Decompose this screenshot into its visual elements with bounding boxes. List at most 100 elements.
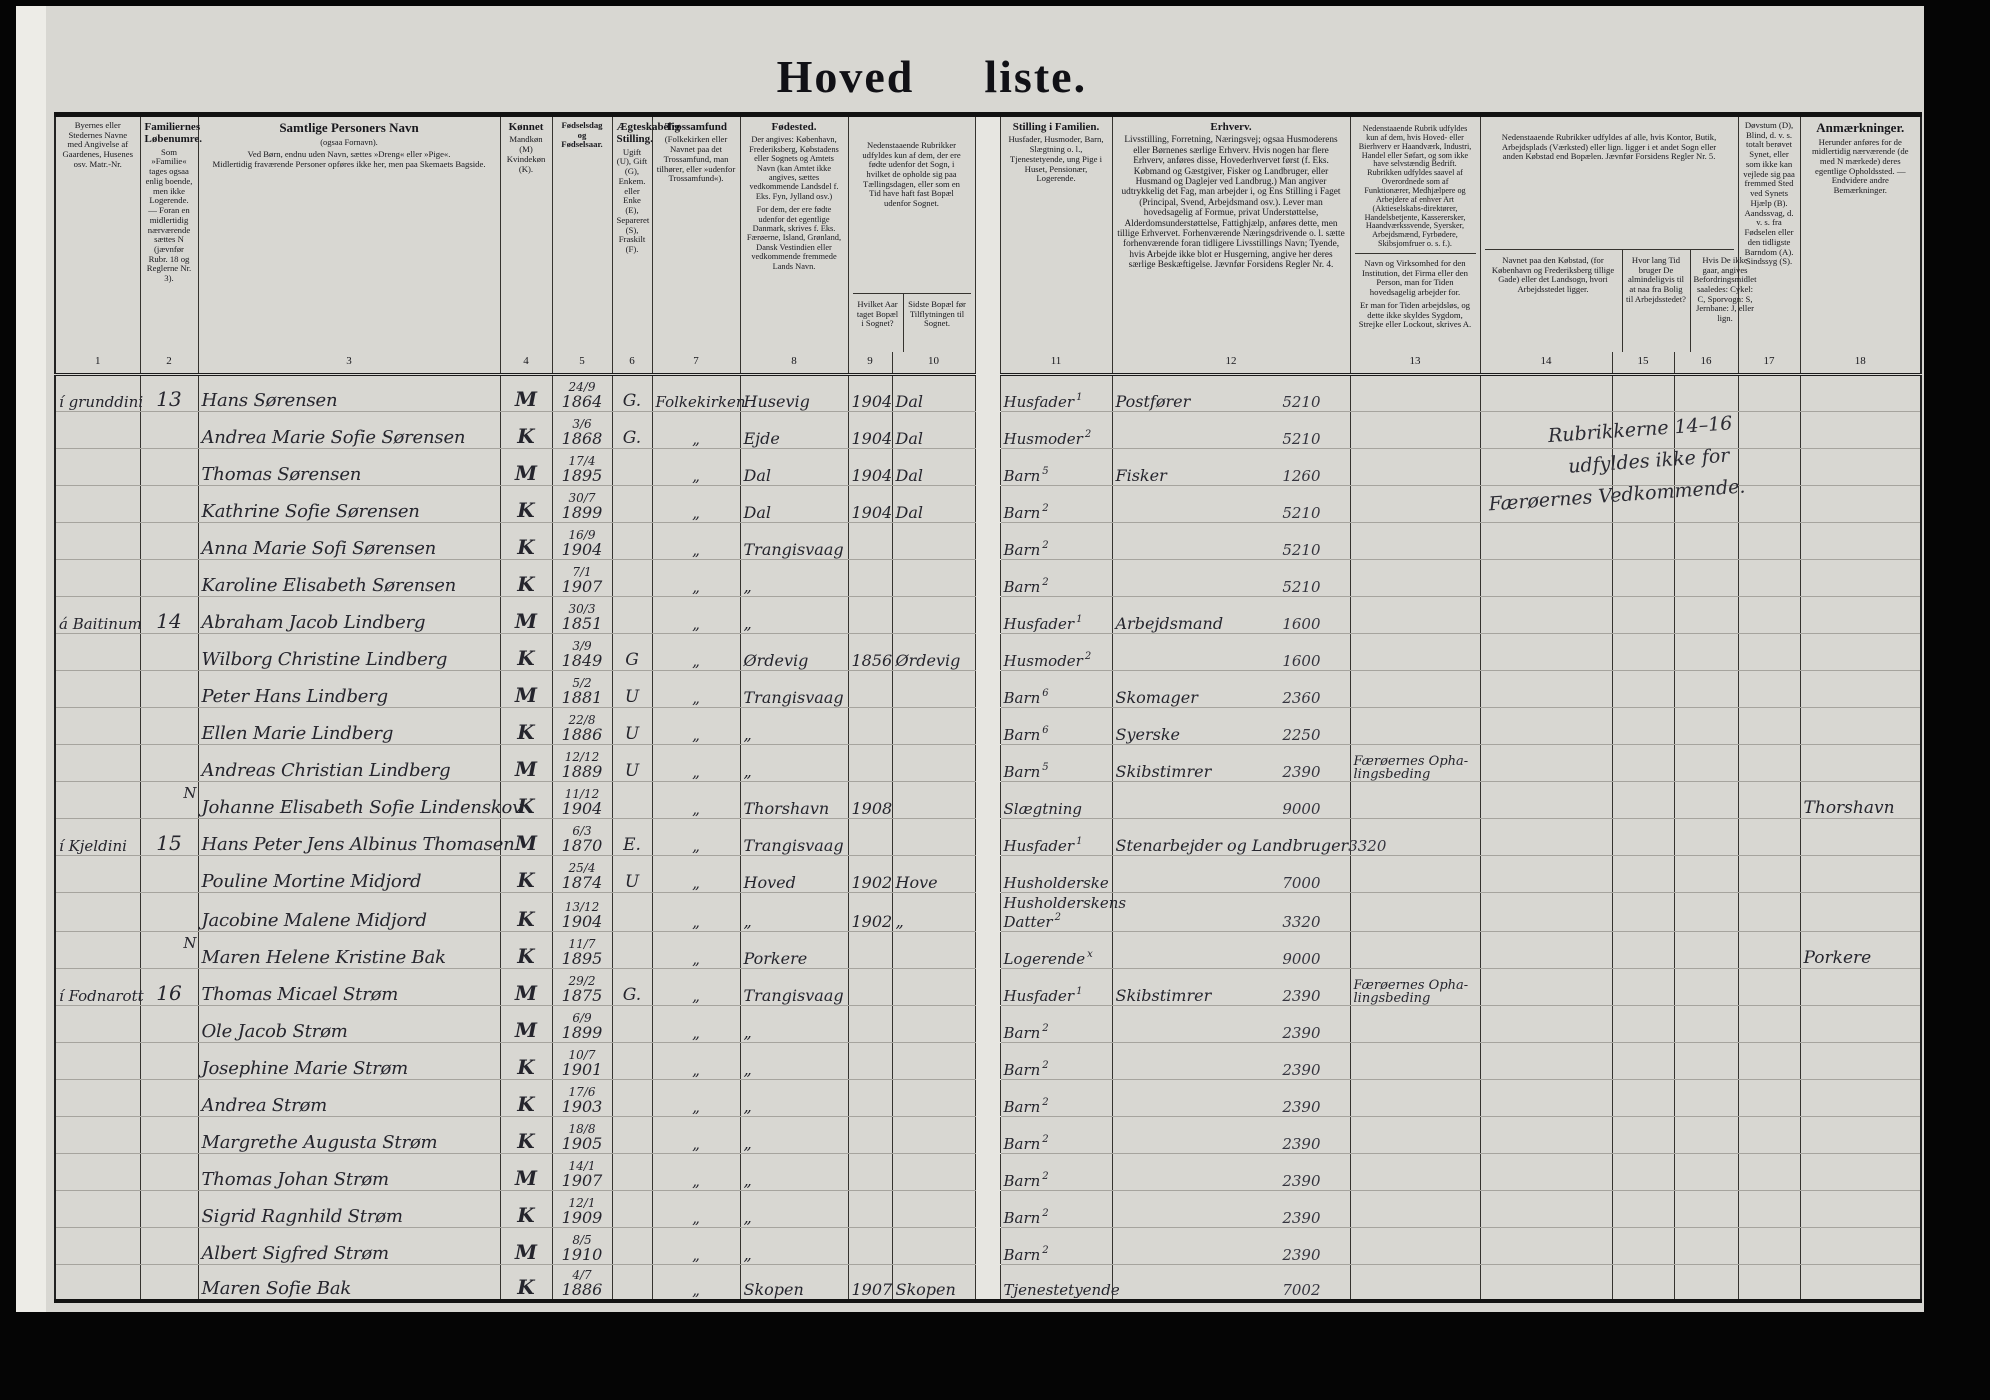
transport-mode-cell (1673, 781, 1739, 819)
birthdate-cell: 11/12 1904 (551, 781, 612, 819)
marital-status: U (624, 723, 640, 744)
sex-value: K (517, 1091, 535, 1116)
header-col-3-names: Samtlige Personers Navn (ogsaa Fornavn). V… (197, 114, 500, 352)
workplace-town-cell (1479, 1227, 1612, 1265)
birthplace-value: Hoved (743, 872, 796, 892)
last-residence-cell (891, 670, 975, 708)
person-name: Kathrine Sofie Sørensen (201, 500, 420, 522)
workplace-town-cell (1479, 968, 1612, 1006)
position-in-family-cell: Husholderske (999, 855, 1112, 893)
remarks-cell (1799, 596, 1922, 634)
header-col-11-position-in-family: Stilling i Familien. Husfader, Husmoder, … (999, 114, 1112, 352)
disabilities-cell (1737, 411, 1801, 449)
marital-status-cell (611, 1116, 652, 1154)
birthplace-cell: „ (739, 744, 848, 782)
religion-cell: „ (651, 1153, 740, 1191)
person-name-cell: Anna Marie Sofi Sørensen (197, 522, 500, 560)
birth-day-month: 12/12 (564, 749, 600, 764)
table-row: í grunddini 13 Hans Sørensen M 24/9 1864 … (55, 374, 1922, 412)
position-in-family-cell: Barn 2 (999, 1227, 1112, 1265)
last-residence-value: Skopen (895, 1280, 956, 1299)
birthdate-cell: 29/2 1875 (551, 968, 612, 1006)
position-in-family-value: Barn (1003, 577, 1041, 596)
marital-status-cell: G. (611, 411, 652, 449)
sex-cell: M (499, 448, 552, 486)
birthdate-cell: 7/1 1907 (551, 559, 612, 597)
transport-mode-cell (1673, 485, 1739, 523)
place-name-cell (55, 1227, 140, 1265)
birthplace-value: Porkere (743, 948, 808, 968)
binding-gap-cell (974, 1042, 1000, 1080)
birth-year: 1849 (561, 650, 603, 670)
remarks-value: Porkere (1803, 947, 1872, 968)
remarks-cell (1799, 855, 1922, 893)
position-code-superscript: 2 (1042, 1134, 1049, 1146)
binding-gap-cell (974, 670, 1000, 708)
census-office-code: 2390 (1282, 1208, 1321, 1227)
birthdate-cell: 6/3 1870 (551, 818, 612, 856)
transport-mode-cell (1673, 633, 1739, 671)
sex-cell: K (499, 1190, 552, 1228)
last-residence-value: Dal (895, 502, 923, 522)
person-name: Albert Sigfred Strøm (201, 1242, 390, 1264)
family-number-cell: 14 (139, 596, 198, 634)
header-col-12-occupation: Erhverv. Livsstilling, Forretning, Næring… (1111, 114, 1350, 352)
employer-cell (1349, 892, 1480, 932)
marital-status-cell (611, 1227, 652, 1265)
header-group-col-9-10-migration: Nedenstaaende Rubrikker udfyldes kun af … (847, 114, 975, 352)
remarks-cell: Porkere (1799, 931, 1922, 969)
disabilities-cell (1737, 1042, 1801, 1080)
disabilities-cell (1737, 1153, 1801, 1191)
place-name-cell (55, 1005, 140, 1043)
disabilities-cell (1737, 1227, 1801, 1265)
disabilities-cell (1737, 707, 1801, 745)
birthdate-cell: 12/1 1909 (551, 1190, 612, 1228)
workplace-town-cell (1479, 931, 1612, 969)
position-in-family-value: Husfader (1003, 392, 1075, 411)
workplace-town-cell (1479, 781, 1612, 819)
year-settled-cell: 1904 (847, 448, 893, 486)
remarks-cell (1799, 522, 1922, 560)
birthplace-cell: Thorshavn (739, 781, 848, 819)
birthplace-value: „ (743, 1059, 752, 1079)
birth-day-month: 30/7 (568, 490, 596, 505)
marital-status: U (624, 760, 640, 781)
last-residence-value: „ (895, 911, 904, 931)
position-code-superscript: 2 (1042, 1023, 1049, 1035)
birth-day-month: 14/1 (568, 1158, 596, 1173)
sex-value: K (517, 497, 535, 522)
binding-gap-cell (974, 892, 1000, 932)
person-name-cell: Johanne Elisabeth Sofie Lindenskov (197, 781, 522, 819)
birthplace-cell: Ørdevig (739, 633, 848, 671)
birthplace-value: „ (743, 576, 752, 596)
birth-year: 1868 (561, 428, 603, 448)
year-settled-cell (847, 931, 892, 969)
transport-mode-cell (1673, 596, 1739, 634)
birthplace-cell: Trangisvaag (739, 968, 848, 1006)
disabilities-cell (1737, 559, 1801, 597)
binding-gap-cell (974, 1264, 1000, 1302)
remarks-cell (1799, 485, 1922, 523)
employer-cell (1349, 1153, 1480, 1191)
employer-cell (1349, 1190, 1480, 1228)
birth-year: 1904 (561, 911, 603, 931)
birthdate-cell: 11/7 1895 (551, 931, 612, 969)
person-name-cell: Andrea Strøm (197, 1079, 500, 1117)
family-number-cell (139, 1116, 198, 1154)
birth-day-month: 11/7 (568, 936, 596, 951)
birthdate-cell: 17/6 1903 (551, 1079, 612, 1117)
last-residence-value: Ørdevig (895, 650, 961, 670)
marital-status: G. (622, 984, 642, 1005)
binding-gap-cell (974, 781, 1000, 819)
occupation-cell: Arbejdsmand 1600 (1111, 596, 1350, 634)
last-residence-cell (891, 744, 975, 782)
birthplace-value: „ (743, 1207, 752, 1227)
disabilities-cell (1737, 1264, 1801, 1302)
sex-value: M (514, 1165, 538, 1190)
header-col-14-workplace-town: Navnet paa den Købstad, (for København o… (1491, 255, 1615, 294)
birth-year: 1895 (561, 948, 603, 968)
employer-cell (1349, 596, 1480, 634)
year-settled-value: 1904 (851, 465, 893, 485)
position-in-family-value: Barn (1003, 688, 1041, 707)
